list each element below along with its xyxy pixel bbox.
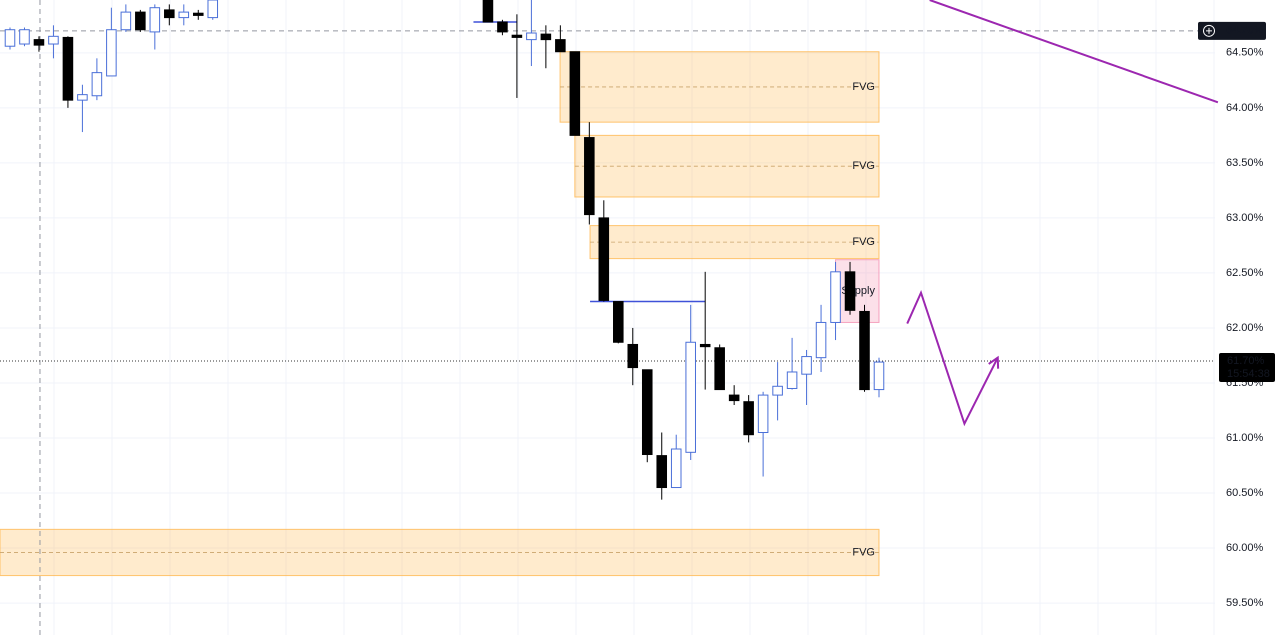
candle-body: [149, 7, 161, 33]
candle-body: [627, 343, 639, 369]
candle-body: [685, 341, 696, 453]
candle-body: [135, 11, 146, 31]
candle-body: [77, 94, 88, 101]
candle-body: [584, 137, 595, 216]
y-tick-label: 59.50%: [1226, 597, 1264, 609]
candle-body: [33, 39, 45, 46]
y-tick-label: 64.50%: [1226, 47, 1264, 59]
add-icon-plus: [1206, 27, 1212, 34]
price-label-time: 15:54:38: [1227, 368, 1270, 380]
zone: [559, 51, 880, 123]
price-label: 64.70%: [1226, 25, 1264, 37]
candle-body: [540, 33, 552, 41]
candle-body: [62, 36, 74, 101]
y-tick-label: 61.00%: [1226, 432, 1264, 444]
candle-body: [164, 9, 175, 19]
candle-body: [641, 369, 653, 456]
candle-body: [569, 51, 581, 136]
candle-body: [106, 29, 117, 77]
candle-body: [613, 301, 624, 343]
price-label: 61.70%: [1227, 355, 1265, 367]
candle-body: [482, 0, 494, 23]
zone-label: FVG: [852, 160, 875, 172]
zone-label: FVG: [852, 236, 875, 248]
price-label-box: [1198, 21, 1266, 40]
y-tick-label: 60.50%: [1226, 487, 1264, 499]
zone: [835, 259, 880, 323]
candle-body: [873, 361, 885, 391]
y-tick-label: 63.00%: [1226, 212, 1264, 224]
y-tick-label: 62.00%: [1226, 322, 1264, 334]
candle-body: [4, 29, 16, 47]
candle-body: [743, 401, 754, 436]
candle-body: [772, 385, 783, 396]
zone-label: FVG: [852, 81, 875, 93]
candle-body: [526, 32, 537, 41]
candle-body: [555, 39, 566, 53]
y-tick-label: 60.00%: [1226, 542, 1264, 554]
add-icon: [1203, 24, 1215, 37]
candle-body: [815, 321, 827, 359]
arrow-head: [988, 355, 1000, 369]
candle-body: [670, 448, 682, 489]
candle-body: [656, 455, 668, 489]
candle-body: [728, 394, 740, 402]
candle-body: [511, 34, 523, 38]
candle-body: [120, 11, 132, 31]
candle-body: [714, 347, 725, 391]
candle-body: [699, 343, 711, 348]
candle-body: [859, 310, 870, 391]
candle-body: [801, 356, 812, 375]
candle-body: [830, 271, 841, 323]
candle-body: [192, 12, 204, 16]
price-label-box: [1219, 352, 1275, 382]
candle-body: [48, 35, 59, 45]
candle-body: [497, 21, 508, 33]
y-tick-label: 63.50%: [1226, 157, 1264, 169]
candle-body: [91, 72, 103, 97]
candle-body: [207, 0, 219, 19]
candle-body: [786, 371, 798, 389]
candle-body: [178, 11, 190, 19]
drawing-line: [906, 289, 999, 427]
drawing-line: [929, 0, 1219, 104]
y-tick-label: 62.50%: [1226, 267, 1264, 279]
candle-body: [757, 394, 769, 434]
y-tick-label: 64.00%: [1226, 102, 1264, 114]
candle-body: [598, 217, 610, 301]
zone-label: FVG: [852, 546, 875, 558]
candle-body: [844, 271, 856, 311]
zone: [0, 528, 880, 577]
candle-body: [19, 29, 30, 45]
